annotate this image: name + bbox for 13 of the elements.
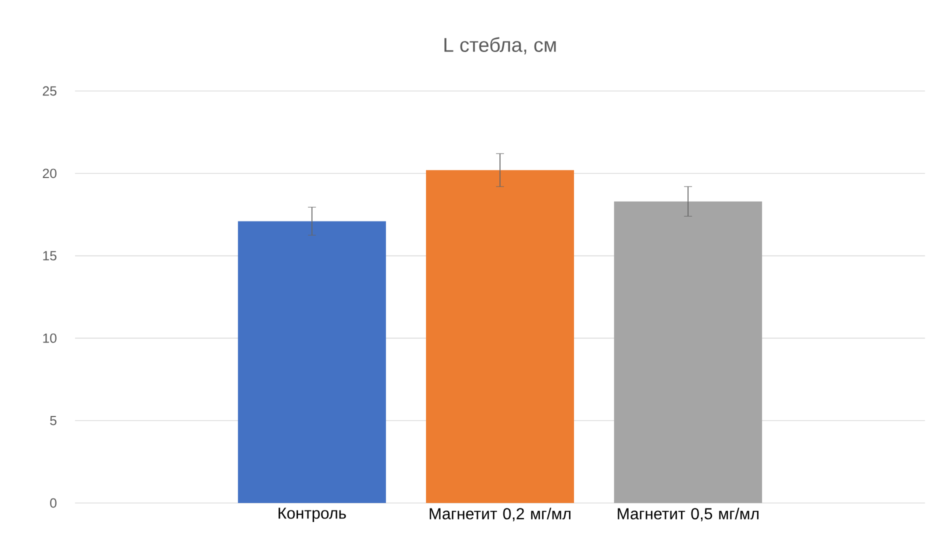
bar <box>614 201 762 503</box>
x-tick-label: Контроль <box>278 508 346 522</box>
y-tick-label: 15 <box>43 251 56 260</box>
y-tick-label: 20 <box>42 168 56 178</box>
y-tick-label: 10 <box>43 334 56 343</box>
x-tick-label: Магнетит 0,5 мг/мл <box>618 508 758 522</box>
y-tick-label: 0 <box>50 498 56 508</box>
x-tick-label: Магнетит 0,2 мг/мл <box>430 508 570 522</box>
bar <box>426 170 574 503</box>
bar <box>238 221 386 503</box>
y-tick-label: 25 <box>42 86 56 96</box>
y-tick-label: 5 <box>50 416 56 426</box>
chart-title: L стебла, см <box>444 37 556 54</box>
